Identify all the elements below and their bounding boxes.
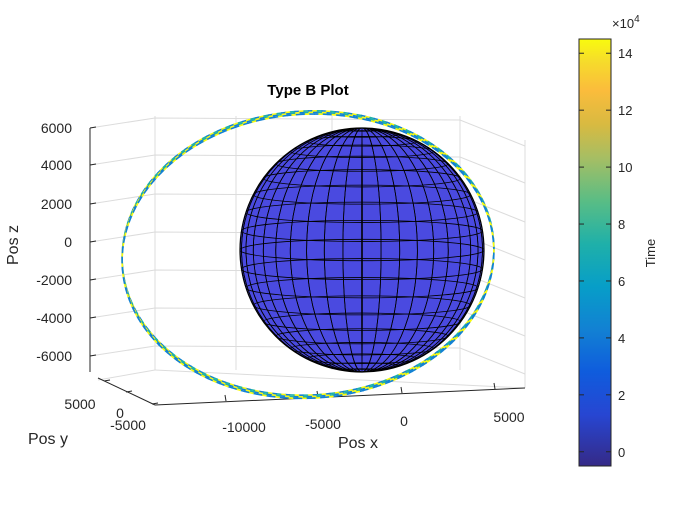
z-tick-label: 4000: [41, 157, 72, 173]
longitude-line: [275, 128, 449, 372]
y-tick: [151, 402, 159, 405]
z-tick-label: -2000: [36, 272, 72, 288]
longitude-line: [262, 128, 462, 372]
x-tick-label: 0: [400, 413, 408, 429]
x-tick-label: -5000: [305, 416, 341, 432]
y-axis-label: Pos y: [28, 431, 68, 448]
x-tick-label: 5000: [493, 409, 524, 425]
x-tick: [493, 382, 496, 390]
z-tick-label: 6000: [41, 120, 72, 136]
floor-grid-line: [154, 369, 526, 389]
z-grid-line: [89, 117, 526, 147]
colorbar-tick-label: 14: [618, 46, 632, 61]
longitude-line: [361, 128, 363, 372]
z-tick: [89, 126, 97, 129]
y-tick-label: 5000: [64, 396, 95, 412]
colorbar: [578, 38, 612, 467]
longitude-line: [323, 128, 401, 372]
z-tick: [89, 163, 97, 166]
longitude-line: [245, 128, 479, 372]
y-tick: [125, 390, 133, 393]
z-tick: [89, 240, 97, 243]
z-tick: [89, 316, 97, 319]
colorbar-tick-label: 2: [618, 388, 625, 403]
z-tick-labels: 6000 4000 2000 0 -2000 -4000 -6000: [36, 120, 72, 364]
y-tick-label: -5000: [110, 417, 146, 433]
longitude-line: [241, 128, 483, 372]
colorbar-tick-label: 12: [618, 103, 632, 118]
x-axis-line: [154, 387, 526, 406]
sphere-outline: [239, 127, 485, 373]
y-tick: [103, 379, 111, 382]
colorbar-ticks: 14 12 10 8 6 4 2 0: [579, 46, 632, 460]
z-tick: [89, 202, 97, 205]
colorbar-tick-label: 6: [618, 274, 625, 289]
colorbar-exponent: ×104: [612, 14, 640, 31]
colorbar-tick-label: 8: [618, 217, 625, 232]
axes-lines: [89, 126, 526, 406]
colorbar-tick-label: 0: [618, 445, 625, 460]
z-tick: [89, 354, 97, 357]
longitude-line: [342, 128, 382, 372]
longitude-line: [289, 128, 435, 372]
x-tick-label: -10000: [222, 419, 266, 435]
colorbar-exponent-power: 4: [634, 14, 640, 25]
z-axis-label: Pos z: [5, 225, 22, 265]
x-tick-labels: -10000 -5000 0 5000: [222, 409, 525, 435]
z-tick-label: 0: [64, 234, 72, 250]
z-tick-label: 2000: [41, 196, 72, 212]
colorbar-label: Time: [643, 239, 658, 267]
colorbar-tick-label: 4: [618, 331, 625, 346]
colorbar-exponent-base: ×10: [612, 16, 634, 31]
earth-sphere: [239, 127, 485, 373]
z-tick-label: -6000: [36, 348, 72, 364]
z-tick: [89, 278, 97, 281]
sphere-fill: [240, 128, 484, 372]
chart-title: Type B Plot: [267, 82, 348, 99]
longitude-line: [306, 128, 418, 372]
floor-grid-line: [97, 369, 156, 381]
y-tick-label: 0: [116, 405, 124, 421]
colorbar-tick-label: 10: [618, 160, 632, 175]
z-tick-label: -4000: [36, 310, 72, 326]
x-axis-label: Pos x: [338, 435, 378, 452]
latitude-line: [240, 238, 484, 262]
x-tick: [400, 386, 403, 394]
x-tick: [224, 394, 227, 402]
trajectory-front: [121, 110, 495, 400]
longitude-line: [252, 128, 472, 372]
